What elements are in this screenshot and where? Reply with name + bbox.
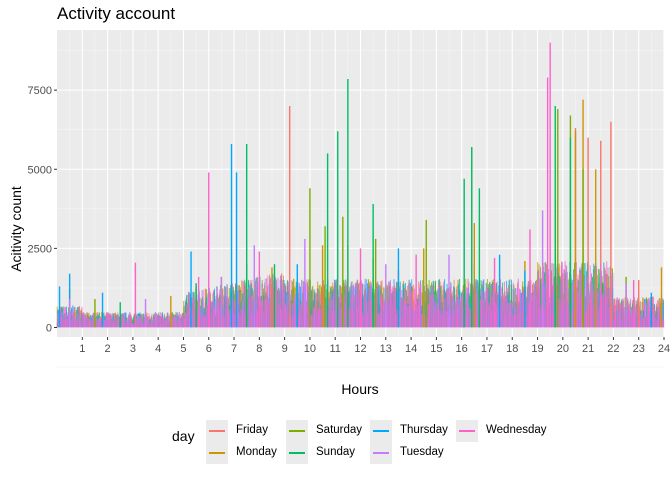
x-tick-label: 1 [79,343,85,355]
x-tick-label: 19 [531,343,543,355]
legend-key [286,420,308,442]
x-tick-label: 7 [231,343,237,355]
legend-swatch [459,430,475,432]
legend-swatch [209,452,225,454]
x-tick-label: 23 [633,343,645,355]
x-axis-label: Hours [341,381,379,397]
x-tick-label: 20 [557,343,569,355]
x-tick-label: 13 [380,343,392,355]
x-tick-label: 12 [354,343,366,355]
x-tick-label: 3 [130,343,136,355]
legend-label: Sunday [316,446,356,458]
legend-swatch [209,430,225,432]
axis-ticks [54,89,665,340]
x-tick-label: 11 [329,343,340,355]
x-tick-label: 16 [456,343,468,355]
plot-area: 1 2 3 4 5 6 7 8 9 10 11 12 13 14 15 16 17 18 19 20 21 22 23 24 … [27,30,671,355]
y-tick-label: 5000 [28,164,52,176]
x-tick-label: 24 [658,343,670,355]
legend-label: Thursday [400,424,448,436]
x-tick-label: 9 [282,343,288,355]
legend-swatch [373,430,389,432]
x-tick-label: 5 [180,343,186,355]
legend-swatch [289,452,305,454]
legend-title: day [172,428,195,444]
x-tick-label: 2 [105,343,111,355]
legend-key [206,420,228,442]
legend-label: Saturday [316,424,363,436]
x-tick-label: 17 [481,343,493,355]
legend-label: Tuesday [400,446,444,458]
legend-key [206,442,228,464]
x-tick-label: 8 [256,343,262,355]
x-tick-label: 10 [304,343,316,355]
y-tick-label: 0 [46,323,52,335]
x-tick-label: 14 [405,343,417,355]
legend-label: Wednesday [486,424,547,436]
x-tick-label: 15 [430,343,442,355]
x-tick-label: 6 [206,343,212,355]
legend-label: Monday [236,446,277,458]
chart-title: Activity account [57,4,176,23]
legend-key [370,442,392,464]
x-tick-label: 4 [155,343,161,355]
x-tick-label: 18 [506,343,518,355]
y-tick-label: 7500 [28,85,52,97]
legend: day Friday Saturday Thursday Wednesday Monda… [172,420,572,464]
legend-swatch [289,430,305,432]
x-tick-label: 22 [607,343,619,355]
x-tick-labels: 1 2 3 4 5 6 7 8 9 10 11 12 13 14 15 16 17 18 19 20 21 22 23 24 [79,343,670,355]
legend-key [370,420,392,442]
y-tick-labels: 0 2500 5000 7500 [28,85,52,334]
y-tick-label: 2500 [28,243,52,255]
x-tick-label: 21 [582,343,594,355]
series-lines [58,42,663,328]
legend-swatch [373,452,389,454]
legend-key [286,442,308,464]
legend-label: Friday [236,424,268,436]
legend-key [456,420,478,442]
